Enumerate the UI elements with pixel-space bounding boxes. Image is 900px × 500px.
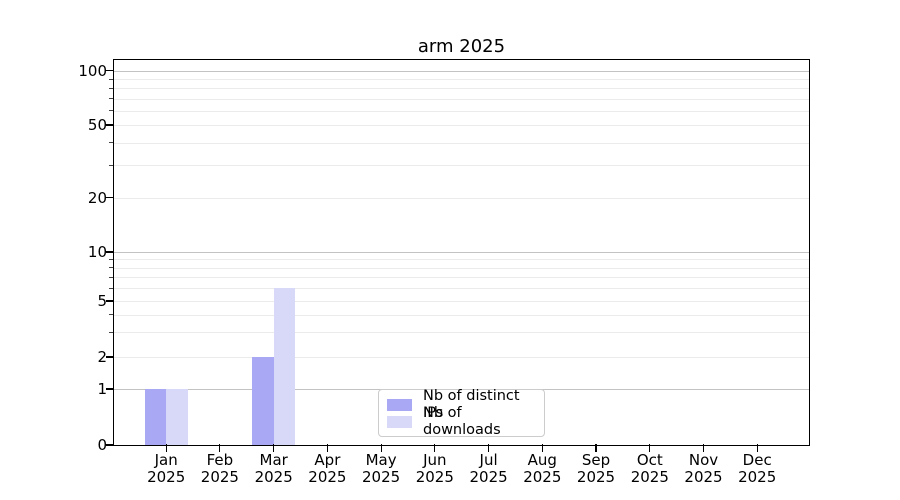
legend: Nb of distinct IPs Nb of downloads	[378, 388, 545, 438]
y-minor-tick-mark	[109, 267, 113, 269]
x-tick-mark	[702, 444, 705, 452]
y-tick-mark	[106, 124, 113, 126]
x-tick-label: Nov 2025	[684, 451, 723, 486]
gridline-minor	[113, 165, 810, 167]
x-tick-label: Apr 2025	[308, 451, 347, 486]
bar-downloads	[166, 389, 188, 445]
gridline-minor	[113, 125, 810, 126]
x-tick-label: Oct 2025	[630, 451, 669, 486]
gridline-minor	[113, 142, 810, 144]
y-tick-mark	[106, 196, 113, 199]
y-minor-tick-mark	[109, 110, 113, 112]
y-tick-label: 10	[87, 243, 107, 261]
gridline-minor	[113, 98, 810, 100]
x-tick-label: Feb 2025	[200, 451, 239, 486]
y-minor-tick-mark	[109, 331, 113, 333]
gridline-minor	[113, 88, 810, 90]
gridline-minor	[113, 332, 810, 334]
gridline-minor	[113, 357, 810, 358]
y-minor-tick-mark	[109, 98, 113, 100]
gridline-minor	[113, 197, 810, 199]
gridline-minor	[113, 259, 810, 261]
y-tick-label: 20	[87, 188, 107, 207]
y-tick-label: 50	[87, 116, 107, 134]
x-tick-mark	[541, 444, 543, 452]
y-minor-tick-mark	[109, 164, 113, 166]
y-minor-tick-mark	[109, 258, 113, 260]
x-tick-mark	[756, 444, 758, 452]
y-tick-label: 100	[78, 61, 107, 80]
y-tick-mark	[106, 251, 113, 253]
gridline-minor	[113, 110, 810, 112]
x-tick-label: Mar 2025	[254, 451, 293, 486]
y-minor-tick-mark	[109, 87, 113, 89]
y-minor-tick-mark	[109, 276, 113, 278]
bar-distinct-ips	[252, 357, 274, 445]
x-tick-label: Sep 2025	[576, 451, 616, 486]
y-minor-tick-mark	[109, 314, 113, 316]
y-tick-mark	[106, 388, 113, 390]
x-tick-label: Jun 2025	[415, 451, 454, 486]
legend-swatch	[387, 398, 412, 411]
gridline-minor	[113, 301, 810, 302]
x-tick-label: Jul 2025	[469, 451, 508, 486]
y-tick-label: 2	[97, 348, 107, 366]
gridline-major	[113, 70, 810, 72]
x-tick-mark	[649, 444, 651, 452]
x-tick-mark	[595, 444, 597, 452]
legend-label: Nb of distinct IPs	[423, 387, 520, 421]
y-minor-tick-mark	[109, 142, 113, 144]
y-tick-label: 5	[97, 292, 107, 310]
y-tick-mark	[106, 70, 113, 72]
legend-item: Nb of distinct IPs	[387, 388, 536, 421]
y-tick-mark	[106, 444, 113, 446]
chart-title: arm 2025	[417, 36, 506, 57]
legend-swatch	[387, 415, 412, 428]
x-tick-mark	[380, 444, 382, 452]
gridline-minor	[113, 79, 810, 80]
gridline-minor	[113, 277, 810, 279]
bar-distinct-ips	[144, 389, 167, 445]
legend-label: Nb of downloads	[423, 404, 501, 438]
x-tick-label: Jan 2025	[147, 451, 186, 486]
x-tick-mark	[273, 444, 275, 452]
x-tick-label: May 2025	[362, 451, 401, 486]
x-tick-label: Dec 2025	[738, 451, 777, 486]
y-minor-tick-mark	[109, 78, 113, 80]
x-tick-mark	[326, 444, 328, 452]
gridline-minor	[113, 267, 810, 269]
legend-item: Nb of downloads	[387, 405, 536, 438]
gridline-minor	[113, 288, 810, 290]
bar-downloads	[273, 288, 296, 445]
gridline-minor	[113, 314, 810, 316]
y-tick-label: 1	[97, 380, 107, 398]
x-tick-mark	[219, 444, 221, 452]
y-tick-mark	[106, 356, 113, 358]
y-tick-mark	[106, 300, 113, 302]
x-tick-mark	[488, 444, 490, 452]
x-tick-mark	[165, 444, 167, 452]
y-tick-label: 0	[97, 436, 107, 454]
x-tick-label: Aug 2025	[523, 451, 562, 486]
gridline-major	[113, 252, 810, 253]
y-minor-tick-mark	[109, 287, 113, 289]
x-tick-mark	[434, 444, 436, 452]
